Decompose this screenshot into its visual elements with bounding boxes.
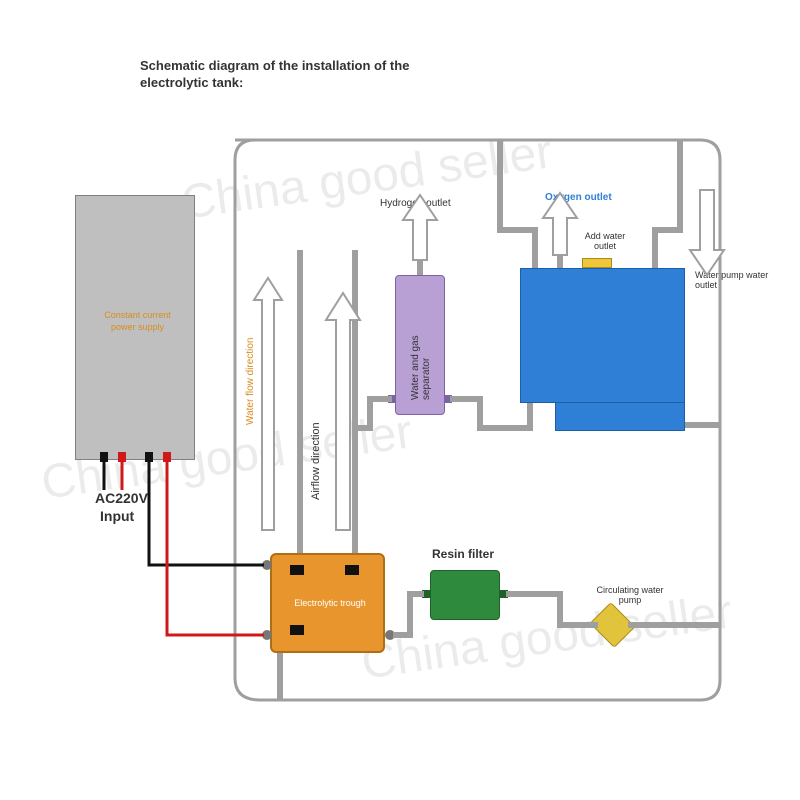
waterflow-label: Water flow direction	[245, 315, 256, 425]
separator-port-r	[444, 395, 452, 403]
trough-port-tl	[262, 560, 272, 570]
airflow-label: Airflow direction	[310, 380, 322, 500]
pump-label: Circulating water pump	[590, 585, 670, 605]
filter-label: Resin filter	[432, 547, 494, 561]
trough-mark-3	[290, 625, 304, 635]
trough-port-bl	[262, 630, 272, 640]
filter-port-l	[422, 590, 430, 598]
trough-label: Electrolytic trough	[290, 598, 370, 608]
watermark-3: China good seller	[358, 584, 736, 690]
oxygen-tank-lower	[555, 403, 685, 431]
trough-mark-1	[290, 565, 304, 575]
diagram-title: Schematic diagram of the installation of…	[140, 58, 440, 92]
oxygen-label: Oxygen outlet	[545, 192, 612, 203]
psu-term-3	[145, 452, 153, 462]
addwater-label: Add water outlet	[580, 232, 630, 252]
oxygen-tank-main	[520, 268, 685, 403]
trough-port-br	[385, 630, 395, 640]
psu-term-2	[118, 452, 126, 462]
pumpout-label: Water pump water outlet	[695, 270, 780, 290]
trough-mark-2	[345, 565, 359, 575]
resin-filter	[430, 570, 500, 620]
separator-label: Water and gas separator	[410, 295, 432, 400]
diagram-canvas: China good seller China good seller Chin…	[0, 0, 800, 800]
filter-port-r	[500, 590, 508, 598]
psu-term-1	[100, 452, 108, 462]
psu-term-4	[163, 452, 171, 462]
separator-port-l	[388, 395, 396, 403]
input-label: Input	[100, 508, 134, 524]
psu-label: Constant current power supply	[95, 310, 180, 333]
tank-cap	[582, 258, 612, 268]
watermark-1: China good seller	[178, 124, 556, 230]
hydrogen-label: Hydrogen outlet	[380, 198, 451, 209]
ac-label: AC220V	[95, 490, 148, 506]
